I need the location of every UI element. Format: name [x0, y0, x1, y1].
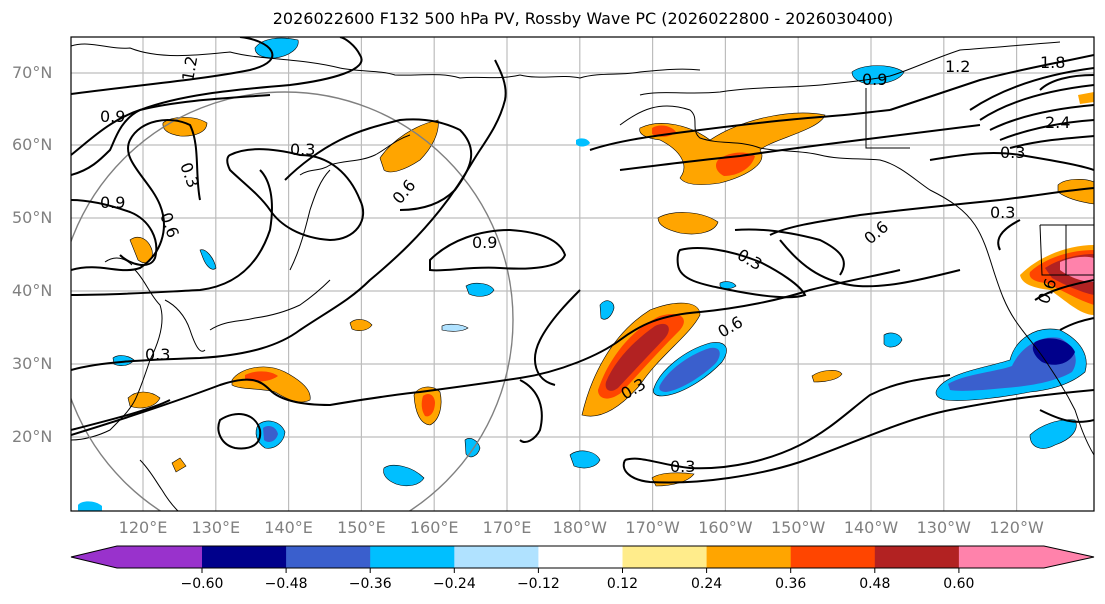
anomaly-positive	[127, 391, 161, 409]
reference-circle	[71, 91, 514, 511]
anomaly-negative-strong	[659, 347, 720, 392]
anomaly-negative	[441, 323, 469, 332]
lon-label: 130°E	[191, 518, 241, 537]
anomaly-negative	[78, 501, 102, 511]
colorbar-segment	[454, 546, 539, 568]
lon-label: 150°W	[771, 518, 826, 537]
colorbar-segment	[538, 546, 623, 568]
lon-label: 140°E	[264, 518, 313, 537]
contour-label: 1.8	[1040, 53, 1065, 72]
colorbar-segment	[622, 546, 708, 568]
anomaly-negative	[569, 450, 601, 469]
colorbar-tick-label: 0.12	[606, 576, 639, 592]
anomaly-positive	[379, 119, 439, 173]
lat-label: 50°N	[12, 208, 53, 227]
anomaly-positive	[1057, 179, 1094, 205]
chart-title: 2026022600 F132 500 hPa PV, Rossby Wave …	[272, 9, 894, 28]
colorbar-tick-label: −0.24	[432, 576, 476, 592]
anomaly-negative	[1029, 419, 1077, 449]
anomaly-positive-extreme	[1060, 256, 1094, 282]
colorbar-tick-label: 0.60	[943, 576, 975, 592]
anomaly-negative	[465, 282, 495, 297]
anomaly-positive	[129, 237, 153, 263]
contour-label: 2.4	[1045, 113, 1070, 132]
colorbar-segment	[706, 546, 792, 568]
lat-label: 60°N	[12, 135, 53, 154]
contour-label: 0.9	[862, 70, 887, 89]
anomaly-negative	[383, 465, 425, 487]
pv-contours	[71, 37, 1094, 484]
lon-label: 120°W	[989, 518, 1044, 537]
lon-label: 160°E	[409, 518, 459, 537]
anomaly-positive-strong	[421, 394, 435, 417]
anomaly-negative	[576, 138, 590, 147]
lon-label: 150°E	[337, 518, 386, 537]
colorbar-tick-label: 0.36	[775, 576, 807, 592]
contour-label: 0.3	[990, 203, 1015, 222]
lon-label: 140°W	[843, 518, 899, 537]
colorbar	[70, 545, 1095, 573]
anomaly-positive-strong	[245, 371, 278, 382]
colorbar-outline	[70, 545, 1095, 569]
anomaly-negative	[599, 300, 615, 320]
colorbar-tick-label: 0.48	[859, 576, 891, 592]
anomaly-positive	[1078, 92, 1094, 104]
contour-label: 1.2	[178, 54, 201, 82]
colorbar-tick-label: −0.48	[264, 576, 308, 592]
contour-label: 0.3	[145, 345, 170, 364]
lat-label: 70°N	[12, 63, 53, 82]
colorbar-segment	[286, 546, 371, 568]
contour-label: 0.9	[100, 193, 125, 212]
colorbar-tick-label: −0.12	[516, 576, 560, 592]
lon-label: 160°W	[698, 518, 753, 537]
anomaly-negative	[199, 249, 217, 270]
lat-label: 30°N	[12, 354, 53, 373]
contour-label: 0.3	[290, 140, 315, 159]
colorbar-segment	[370, 546, 455, 568]
colorbar-tick-label: −0.60	[180, 576, 224, 592]
contour-label: 0.3	[1000, 143, 1025, 162]
anomaly-positive	[162, 117, 208, 137]
anomaly-positive	[349, 319, 373, 331]
colorbar-segment	[202, 546, 287, 568]
coastlines	[71, 41, 1094, 511]
colorbar-segment	[790, 546, 876, 568]
lon-label: 170°W	[625, 518, 680, 537]
colorbar-tick-label: −0.36	[348, 576, 392, 592]
contour-label: 1.2	[945, 57, 970, 76]
lat-label: 20°N	[12, 427, 53, 446]
shaded-anomalies	[78, 37, 1094, 511]
colorbar-extend-max	[958, 546, 1094, 568]
anomaly-negative	[883, 332, 903, 348]
contour-label: 0.9	[100, 107, 125, 126]
colorbar-segment	[874, 546, 960, 568]
colorbar-extend-min	[71, 546, 202, 568]
contour-label: 0.3	[670, 457, 695, 476]
lon-label: 170°E	[482, 518, 532, 537]
anomaly-positive	[811, 370, 843, 383]
colorbar-tick-label: 0.24	[691, 576, 723, 592]
gridlines	[71, 37, 1094, 511]
lon-label: 180°W	[552, 518, 607, 537]
anomaly-negative	[851, 65, 905, 85]
lon-label: 120°E	[118, 518, 168, 537]
lon-label: 130°W	[916, 518, 971, 537]
map-frame	[70, 36, 1095, 512]
anomaly-positive	[657, 212, 719, 235]
anomaly-negative	[254, 37, 299, 59]
lat-label: 40°N	[12, 281, 53, 300]
contour-label: 0.9	[472, 233, 497, 252]
anomaly-negative-strong	[263, 426, 278, 442]
anomaly-positive-max	[605, 323, 669, 391]
anomaly-positive	[171, 457, 187, 473]
